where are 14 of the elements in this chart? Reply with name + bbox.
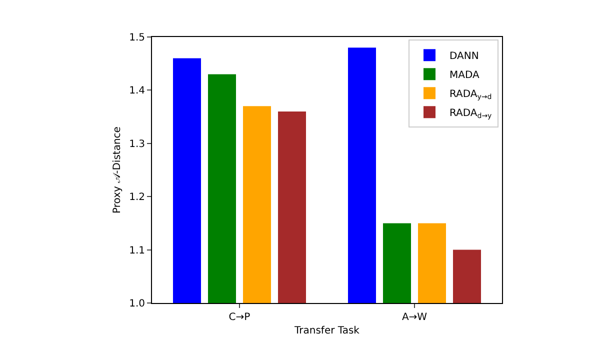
legend-label: RADA$_{d→y}$	[450, 108, 492, 120]
legend-label: RADA$_{y→d}$	[450, 89, 492, 102]
y-tick-label: 1.0	[129, 298, 145, 310]
y-axis-title: Proxy 𝒜-Distance	[112, 126, 124, 214]
legend-label: DANN	[450, 51, 479, 62]
y-tick-label: 1.2	[129, 192, 145, 204]
y-tick-label: 1.5	[129, 32, 145, 44]
x-tick-label: A→W	[402, 312, 428, 323]
x-axis-title: Transfer Task	[294, 326, 360, 336]
y-tick-label: 1.3	[129, 138, 145, 150]
legend-label: MADA	[450, 70, 480, 82]
y-tick-label: 1.4	[129, 86, 145, 97]
x-tick-label: C→P	[228, 312, 250, 323]
y-tick-label: 1.1	[129, 245, 145, 256]
